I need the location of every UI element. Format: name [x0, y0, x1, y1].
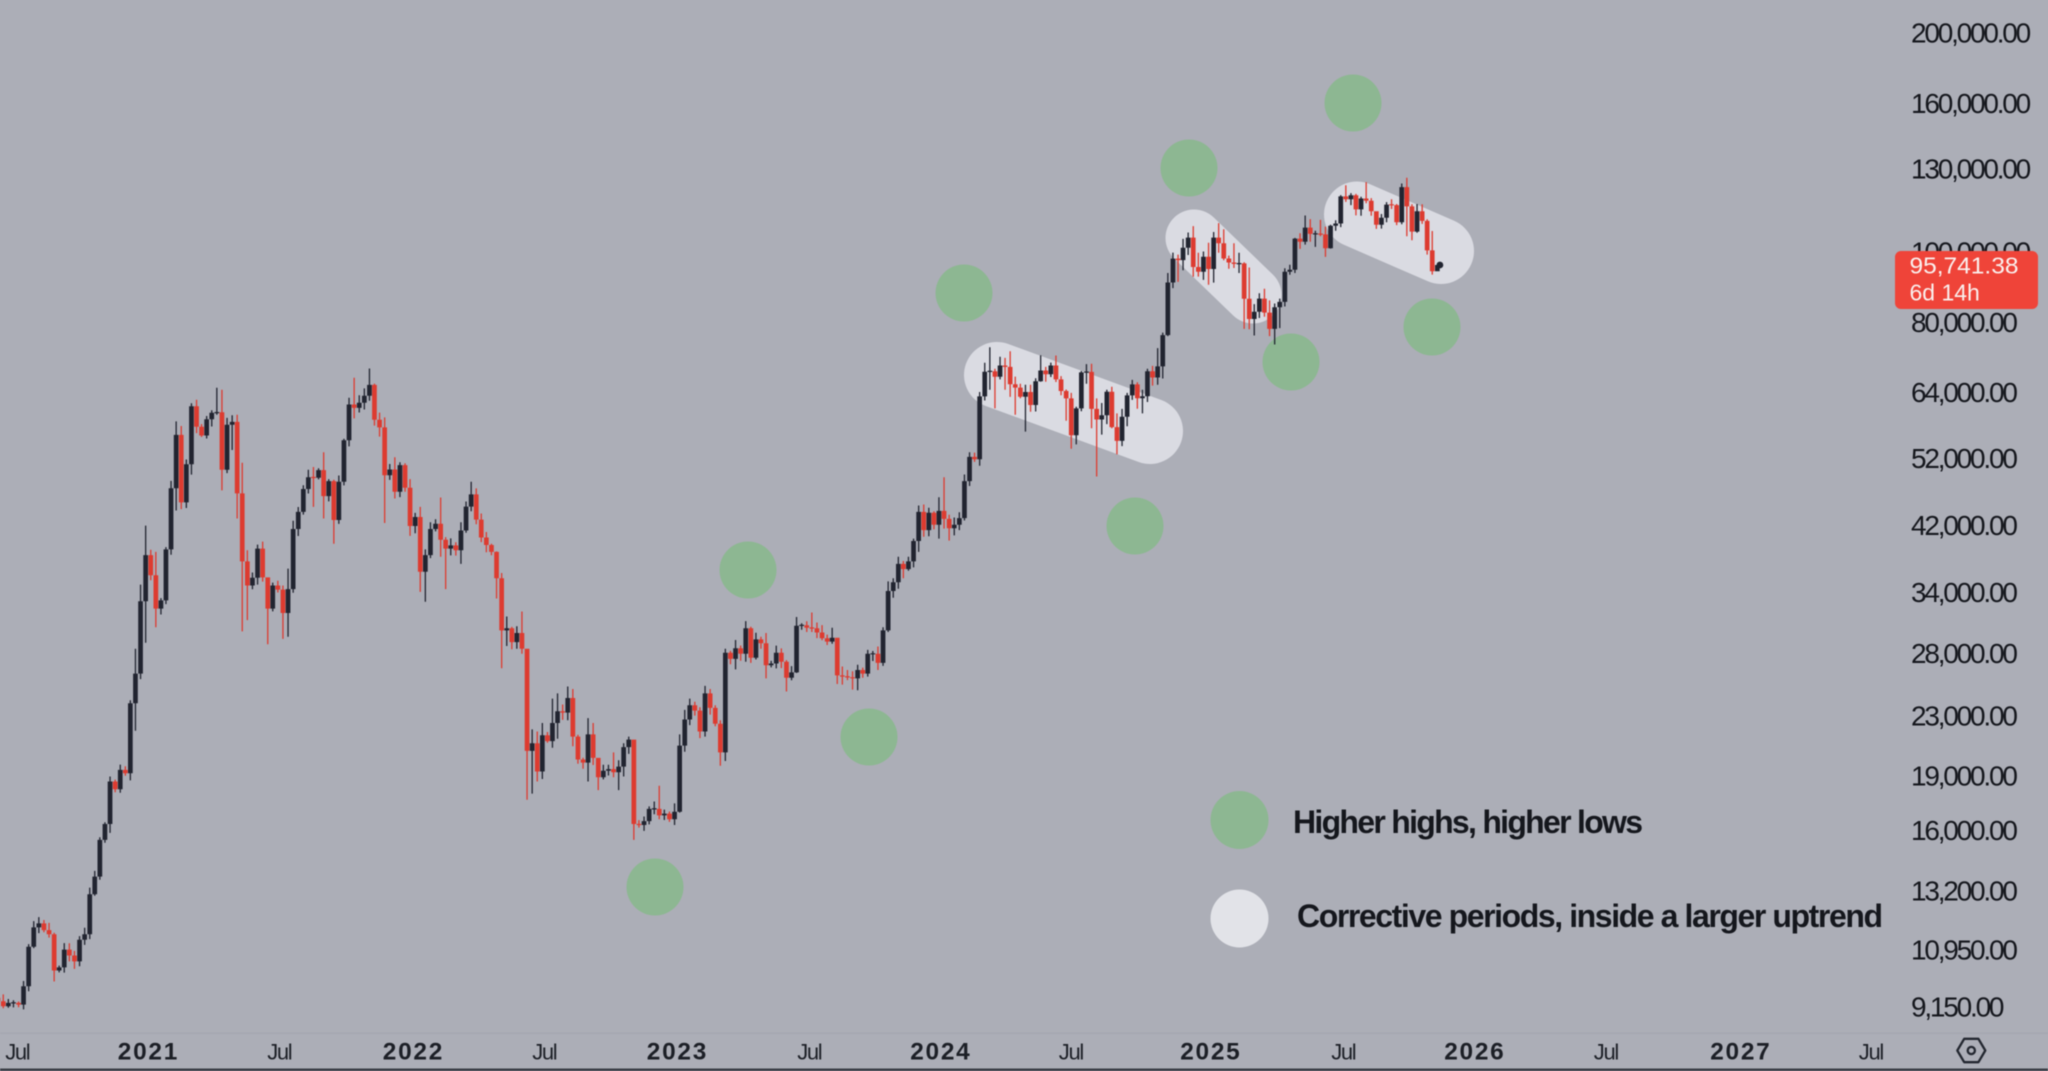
svg-text:42,000.00: 42,000.00	[1911, 510, 2018, 541]
svg-text:2027: 2027	[1710, 1039, 1770, 1066]
svg-text:52,000.00: 52,000.00	[1911, 443, 2018, 474]
svg-text:Jul: Jul	[1859, 1040, 1885, 1065]
svg-text:64,000.00: 64,000.00	[1911, 377, 2018, 408]
svg-text:2026: 2026	[1444, 1039, 1504, 1066]
svg-text:13,200.00: 13,200.00	[1911, 876, 2018, 907]
svg-text:9,150.00: 9,150.00	[1911, 991, 2005, 1022]
svg-text:28,000.00: 28,000.00	[1911, 638, 2018, 669]
svg-text:Jul: Jul	[1331, 1040, 1357, 1065]
svg-text:Jul: Jul	[5, 1040, 31, 1065]
svg-text:Jul: Jul	[797, 1040, 823, 1065]
svg-text:80,000.00: 80,000.00	[1911, 307, 2018, 338]
svg-text:Jul: Jul	[1059, 1040, 1085, 1065]
svg-text:10,950.00: 10,950.00	[1911, 935, 2018, 966]
svg-text:2021: 2021	[118, 1039, 178, 1066]
svg-text:2023: 2023	[647, 1039, 707, 1066]
svg-text:160,000.00: 160,000.00	[1911, 88, 2031, 119]
svg-text:16,000.00: 16,000.00	[1911, 815, 2018, 846]
svg-text:2022: 2022	[383, 1039, 443, 1066]
svg-text:23,000.00: 23,000.00	[1911, 700, 2018, 731]
svg-text:Jul: Jul	[1594, 1040, 1620, 1065]
svg-text:95,741.38: 95,741.38	[1910, 253, 2019, 279]
svg-text:Jul: Jul	[532, 1040, 558, 1065]
svg-text:Jul: Jul	[267, 1040, 293, 1065]
svg-text:6d 14h: 6d 14h	[1910, 280, 1980, 306]
svg-text:Higher highs, higher lows: Higher highs, higher lows	[1293, 804, 1643, 840]
svg-text:2025: 2025	[1180, 1039, 1240, 1066]
svg-text:34,000.00: 34,000.00	[1911, 577, 2018, 608]
svg-text:200,000.00: 200,000.00	[1911, 18, 2031, 49]
svg-text:2024: 2024	[910, 1039, 970, 1066]
svg-text:19,000.00: 19,000.00	[1911, 761, 2018, 792]
svg-text:130,000.00: 130,000.00	[1911, 154, 2031, 185]
svg-text:Corrective periods, inside a l: Corrective periods, inside a larger uptr…	[1297, 898, 1883, 934]
